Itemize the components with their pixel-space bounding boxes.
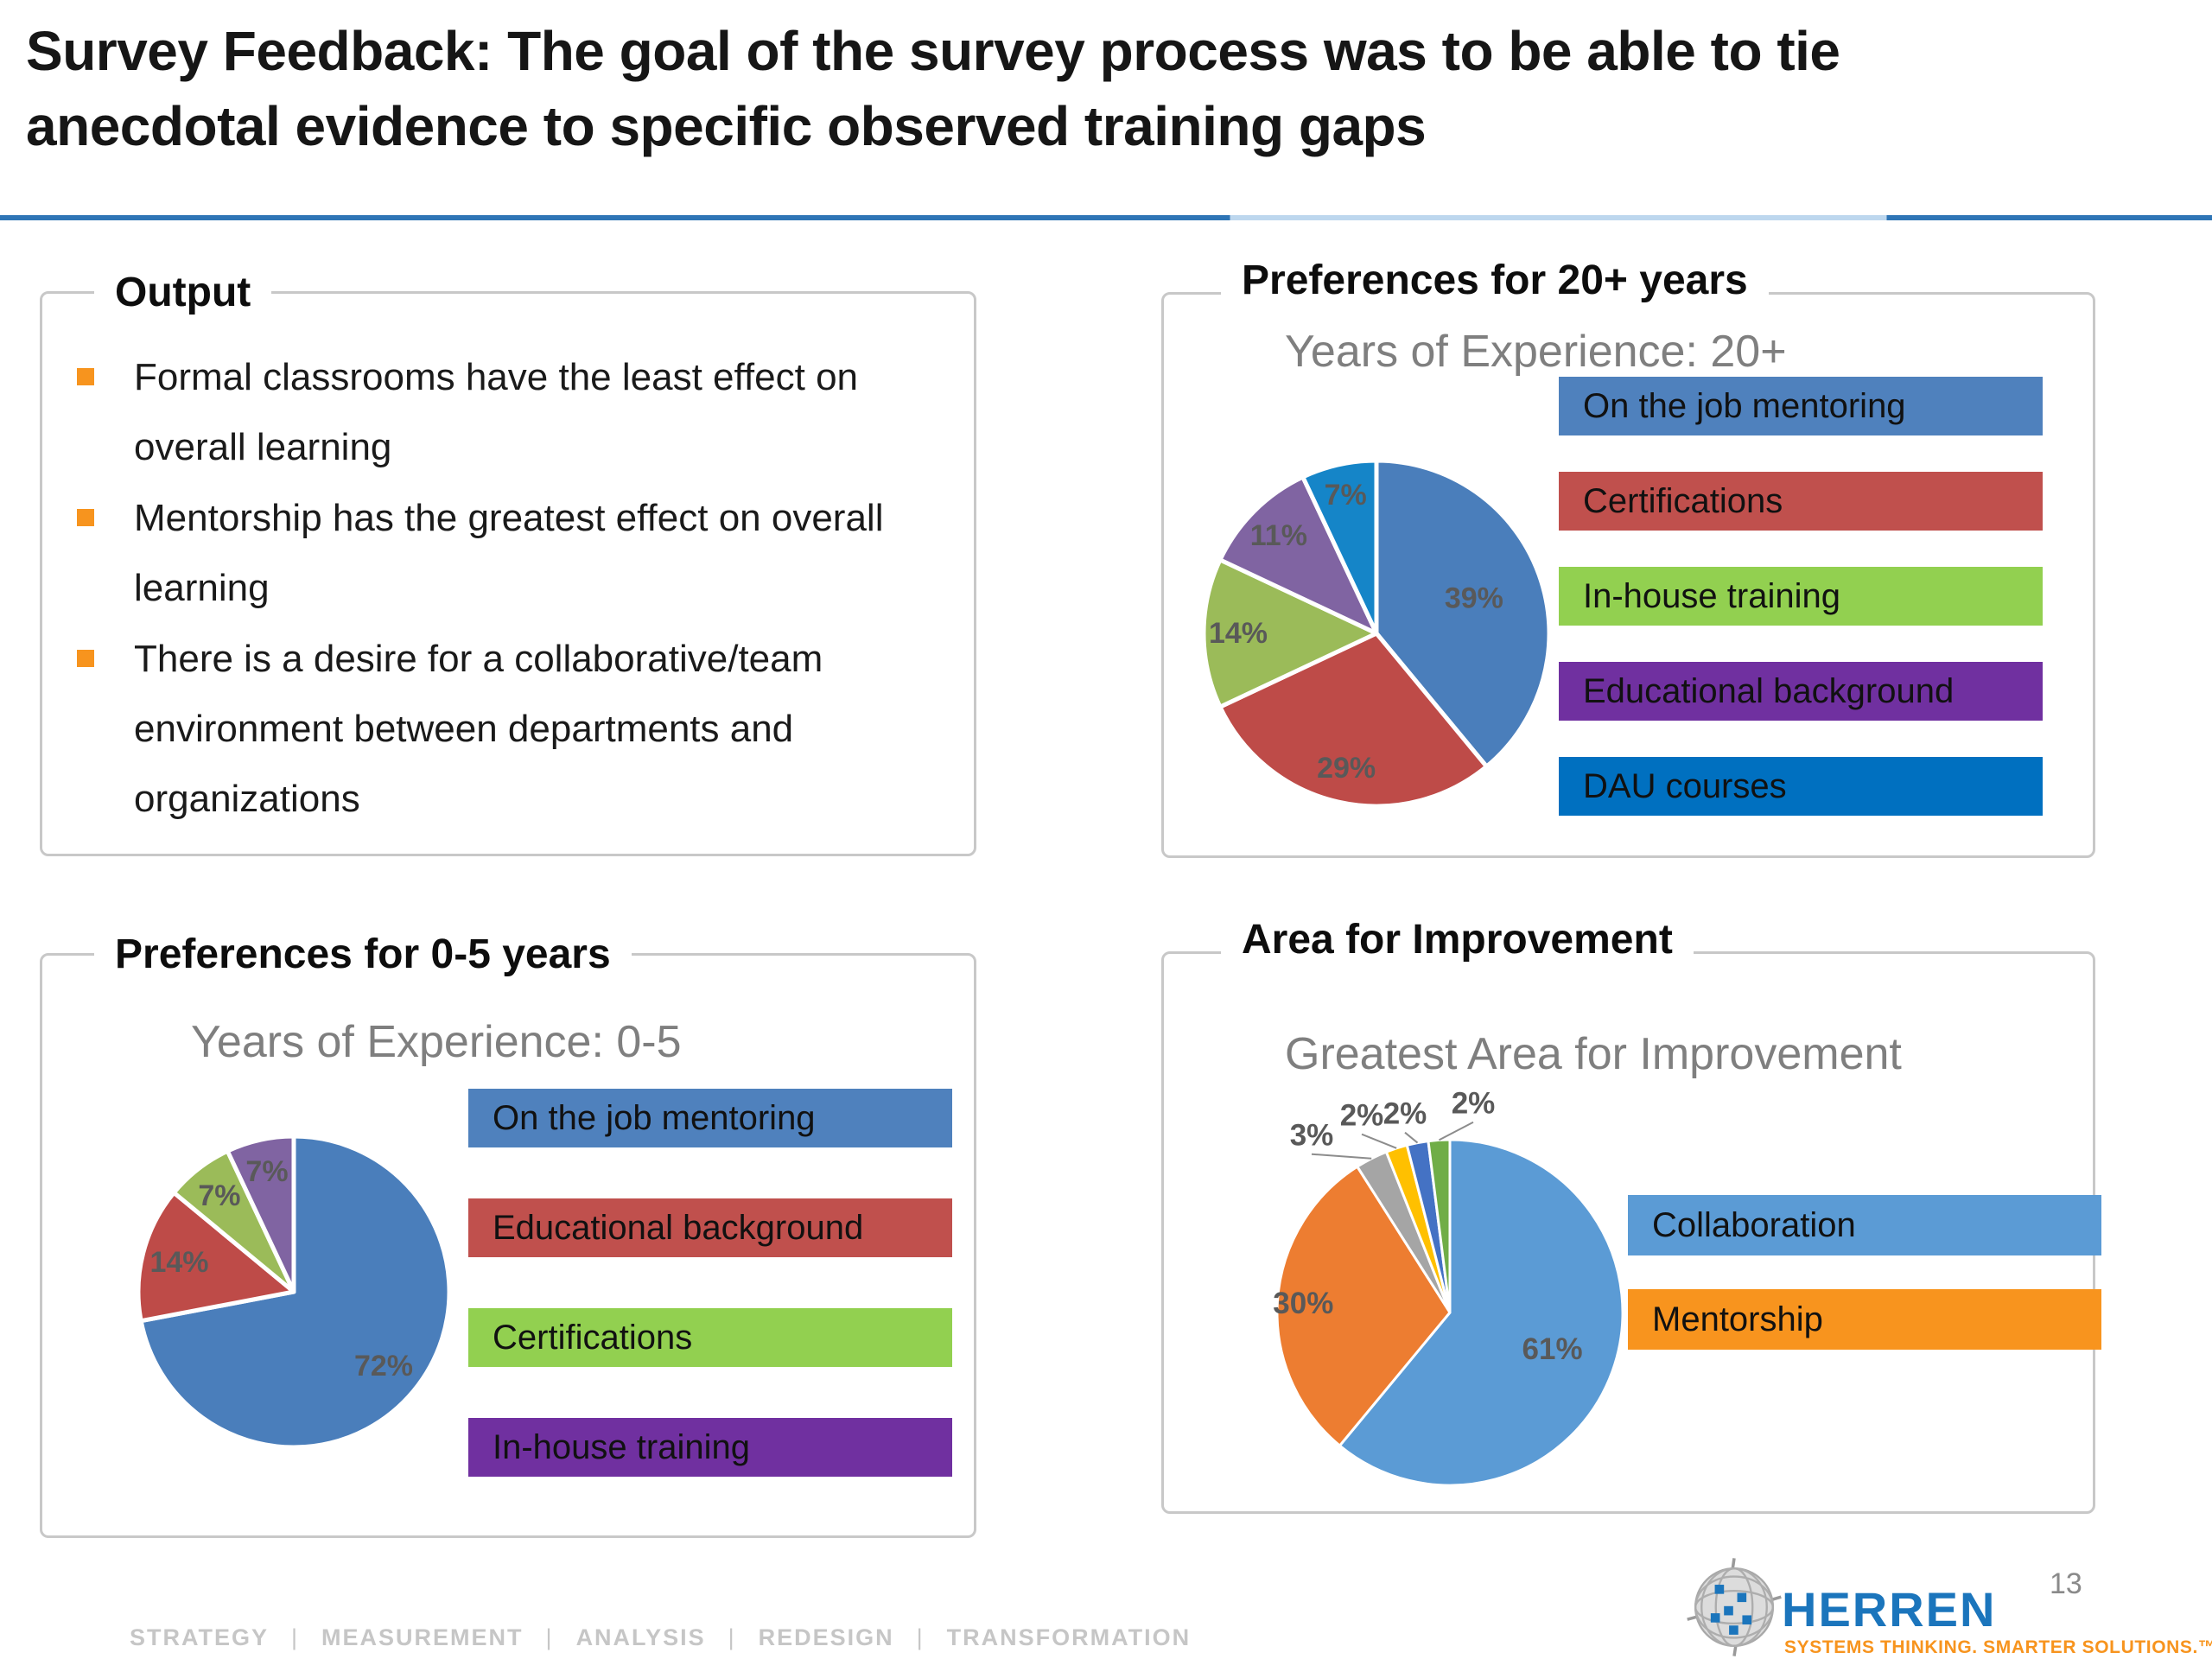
chart-title: Years of Experience: 0-5	[191, 1017, 682, 1067]
brand-text: HERREN	[1782, 1582, 1997, 1637]
svg-text:61%: 61%	[1522, 1332, 1583, 1366]
chart-title: Years of Experience: 20+	[1285, 327, 1787, 377]
bullet-square-icon	[77, 368, 94, 385]
svg-text:7%: 7%	[198, 1179, 240, 1212]
legend-label: Educational background	[1583, 671, 1955, 710]
chart-title: Greatest Area for Improvement	[1285, 1029, 1902, 1079]
svg-text:2%: 2%	[1383, 1097, 1427, 1131]
legend-item: Mentorship	[1628, 1289, 2101, 1350]
svg-text:2%: 2%	[1452, 1087, 1496, 1121]
preferences-0-5-panel: Preferences for 0-5 years Years of Exper…	[40, 930, 976, 1538]
svg-text:29%: 29%	[1317, 752, 1376, 785]
area-improvement-panel: Area for Improvement Greatest Area for I…	[1161, 915, 2101, 1514]
legend-label: In-house training	[493, 1427, 750, 1466]
legend-item: Collaboration	[1628, 1195, 2101, 1255]
panel-title: Preferences for 20+ years	[1221, 256, 1769, 306]
bullet-text: Formal classrooms have the least effect …	[134, 356, 859, 469]
svg-text:7%: 7%	[245, 1155, 288, 1188]
svg-text:14%: 14%	[1209, 617, 1268, 650]
bullet-item: There is a desire for a collaborative/te…	[72, 624, 918, 835]
footer-separator: |	[291, 1624, 300, 1650]
legend-label: In-house training	[1583, 576, 1840, 615]
panel-title: Preferences for 0-5 years	[94, 930, 632, 980]
bullet-item: Formal classrooms have the least effect …	[72, 342, 918, 483]
legend-item: Educational background	[468, 1198, 952, 1257]
footer-item: MEASUREMENT	[321, 1624, 524, 1650]
footer-separator: |	[728, 1624, 736, 1650]
legend-item: Certifications	[1559, 472, 2043, 531]
panel-title: Area for Improvement	[1221, 915, 1694, 965]
legend-label: On the job mentoring	[493, 1098, 816, 1137]
pie-chart: 72% 14% 7%7%	[136, 1134, 452, 1450]
legend-item: On the job mentoring	[468, 1089, 952, 1147]
footer-separator: |	[916, 1624, 925, 1650]
preferences-20plus-panel: Preferences for 20+ years Years of Exper…	[1161, 256, 2095, 858]
legend-label: DAU courses	[1583, 766, 1787, 805]
bullet-text: There is a desire for a collaborative/te…	[134, 637, 823, 821]
bullet-text: Mentorship has the greatest effect on ov…	[134, 496, 884, 610]
bullet-square-icon	[77, 508, 94, 526]
panel-title: Output	[94, 268, 272, 318]
legend-label: Educational background	[493, 1208, 864, 1247]
page-number: 13	[2050, 1567, 2082, 1600]
footer-item: TRANSFORMATION	[946, 1624, 1192, 1650]
legend: On the job mentoring Educational backgro…	[468, 1089, 952, 1528]
legend: Collaboration Mentorship	[1628, 1195, 2101, 1383]
bullet-square-icon	[77, 649, 94, 667]
legend-item: On the job mentoring	[1559, 377, 2043, 435]
footer-item: REDESIGN	[758, 1624, 894, 1650]
svg-text:2%: 2%	[1340, 1099, 1384, 1133]
svg-text:7%: 7%	[1325, 479, 1367, 512]
footer: STRATEGY | MEASUREMENT | ANALYSIS | REDE…	[130, 1624, 1191, 1651]
legend: On the job mentoring Certifications In-h…	[1559, 377, 2043, 852]
pie-chart: 61%30%3%2% 2% 2%	[1273, 1087, 1624, 1487]
bullet-list: Formal classrooms have the least effect …	[72, 342, 918, 835]
footer-item: STRATEGY	[130, 1624, 270, 1650]
output-panel: Output Formal classrooms have the least …	[40, 268, 976, 856]
svg-text:3%: 3%	[1290, 1119, 1334, 1153]
legend-item: In-house training	[468, 1418, 952, 1477]
legend-item: In-house training	[1559, 567, 2043, 626]
svg-text:14%: 14%	[149, 1246, 208, 1279]
divider-rule	[0, 215, 2212, 220]
footer-separator: |	[545, 1624, 554, 1650]
brand-tagline: SYSTEMS THINKING. SMARTER SOLUTIONS.™	[1784, 1637, 2212, 1657]
globe-icon	[1687, 1558, 1782, 1656]
legend-item: Educational background	[1559, 662, 2043, 721]
legend-label: Certifications	[493, 1318, 693, 1357]
slide-title: Survey Feedback: The goal of the survey …	[26, 20, 1840, 158]
svg-text:30%: 30%	[1273, 1287, 1333, 1320]
svg-text:11%: 11%	[1250, 519, 1307, 552]
pie-chart: 39% 29% 14% 11% 7%	[1201, 458, 1552, 809]
legend-label: Mentorship	[1652, 1300, 1823, 1338]
herren-logo: HERREN SYSTEMS THINKING. SMARTER SOLUTIO…	[1683, 1555, 2212, 1659]
legend-item: DAU courses	[1559, 757, 2043, 816]
bullet-item: Mentorship has the greatest effect on ov…	[72, 483, 918, 624]
legend-item: Certifications	[468, 1308, 952, 1367]
svg-text:72%: 72%	[354, 1350, 413, 1382]
legend-label: On the job mentoring	[1583, 386, 1906, 425]
svg-text:39%: 39%	[1445, 582, 1503, 614]
legend-label: Collaboration	[1652, 1205, 1856, 1244]
legend-label: Certifications	[1583, 481, 1783, 520]
footer-item: ANALYSIS	[575, 1624, 706, 1650]
